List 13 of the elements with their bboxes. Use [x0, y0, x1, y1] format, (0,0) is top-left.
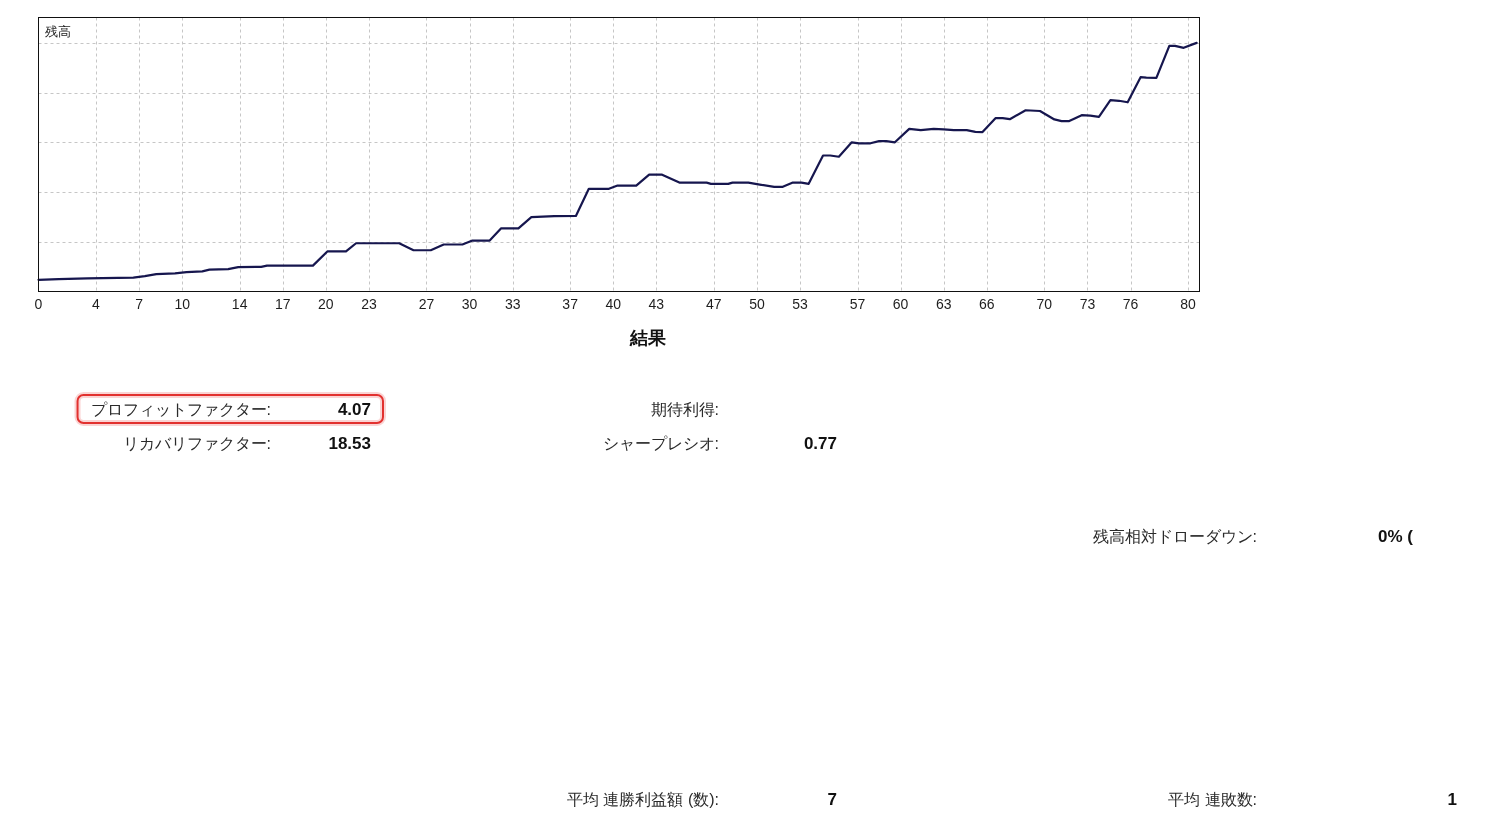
label: リカバリファクター: [122, 435, 271, 452]
value: 7 [827, 790, 837, 809]
label: 平均 連敗数: [1168, 791, 1257, 808]
value: 0.77 [803, 434, 837, 453]
label: プロフィットファクター: [90, 401, 271, 418]
label: シャープレシオ: [602, 435, 719, 452]
value: 4.07 [337, 400, 371, 419]
label: 期待利得: [650, 401, 719, 418]
value: 0% ( [1378, 527, 1413, 546]
value: 18.53 [328, 434, 371, 453]
label: 残高相対ドローダウン: [1092, 528, 1257, 545]
label: 平均 連勝利益額 (数): [567, 791, 719, 808]
value: 1 [1447, 790, 1457, 809]
